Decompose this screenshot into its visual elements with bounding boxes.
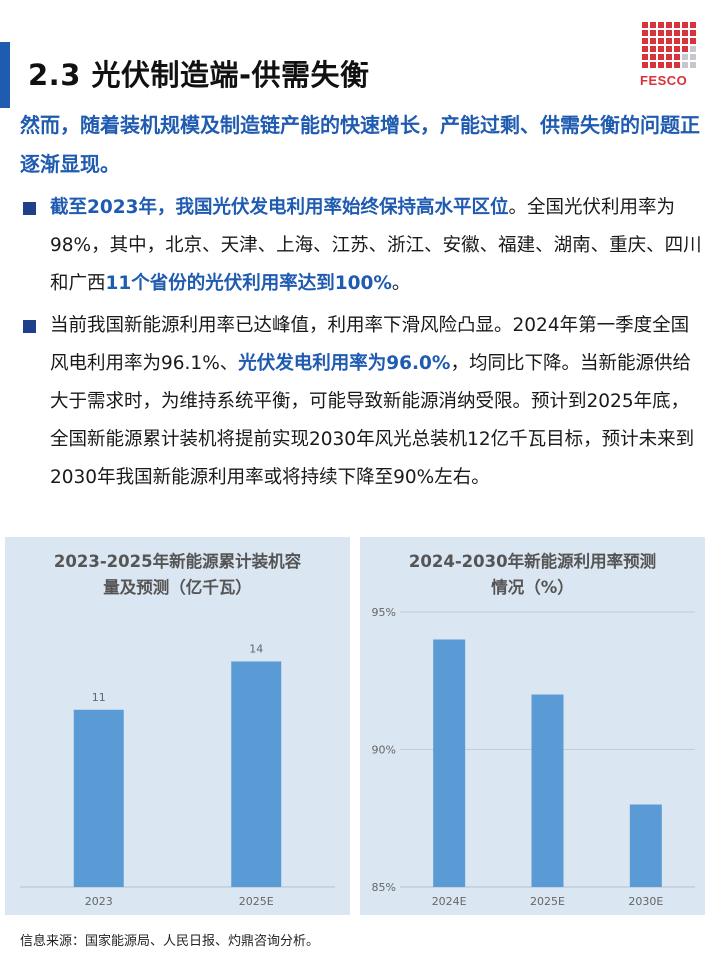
- logo-tile: [650, 38, 656, 44]
- bar: [231, 661, 282, 887]
- logo-tile: [690, 62, 696, 68]
- logo-tile: [690, 30, 696, 36]
- logo-tile: [658, 30, 664, 36]
- bullet-item-utilization-decline: 当前我国新能源利用率已达峰值，利用率下滑风险凸显。2024年第一季度全国风电利用…: [20, 307, 704, 497]
- chart-title-line: 2024-2030年新能源利用率预测: [408, 552, 657, 571]
- bullet-text: 截至2023年，我国光伏发电利用率始终保持高水平区位。全国光伏利用率为98%，其…: [50, 189, 704, 303]
- body-text: 。: [391, 273, 411, 294]
- chart-panel-utilization-forecast: 2024-2030年新能源利用率预测 情况（%） 85% 90% 95% 2024E 2…: [360, 537, 705, 915]
- source-note: 信息来源：国家能源局、人民日报、灼鼎咨询分析。: [20, 934, 320, 949]
- logo-tile: [642, 62, 648, 68]
- logo-tile: [682, 30, 688, 36]
- highlight-text: 截至2023年，我国光伏发电利用率始终保持高水平区位: [50, 197, 509, 218]
- capacity-bar-chart: 11 2023 14 2025E: [20, 642, 335, 908]
- data-label: 11: [92, 691, 106, 704]
- x-tick-label: 2030E: [628, 895, 663, 908]
- utilization-bar-chart: 85% 90% 95% 2024E 2025E 2030E: [372, 606, 695, 908]
- logo-tile: [674, 54, 680, 60]
- logo-tile: [674, 38, 680, 44]
- logo-tile: [674, 62, 680, 68]
- body-text: 当前我国新能源利用率已达峰值，利用率下滑风险凸显。2024年第一季度全国风电利用…: [50, 315, 690, 374]
- logo-tile: [666, 30, 672, 36]
- logo-tile: [658, 38, 664, 44]
- logo-tile: [650, 62, 656, 68]
- lead-paragraph: 然而，随着装机规模及制造链产能的快速增长，产能过剩、供需失衡的问题正逐渐显现。: [20, 113, 700, 176]
- highlight-text: 光伏发电利用率为96.0%: [238, 353, 451, 374]
- logo-tile: [666, 38, 672, 44]
- logo-tile: [650, 54, 656, 60]
- logo-tile: [682, 22, 688, 28]
- logo-tile: [650, 46, 656, 52]
- x-tick-label: 2023: [85, 895, 113, 908]
- chart-title-line: 量及预测（亿千瓦）: [103, 578, 252, 597]
- logo-tile: [658, 54, 664, 60]
- body-text: 。全国光伏利用率为98%，其中，北京、天津、上海、江苏、浙江、安徽、福建、湖南、…: [50, 197, 702, 294]
- chart-title: 2023-2025年新能源累计装机容 量及预测（亿千瓦）: [5, 549, 350, 601]
- x-tick-label: 2025E: [530, 895, 565, 908]
- logo-tile: [682, 46, 688, 52]
- y-tick-label: 85%: [372, 881, 396, 894]
- x-tick-label: 2024E: [432, 895, 467, 908]
- logo-tile: [674, 30, 680, 36]
- page-title: 2.3 光伏制造端-供需失衡: [28, 58, 370, 92]
- logo-tile: [642, 22, 648, 28]
- y-tick-label: 95%: [372, 606, 396, 619]
- logo-tile: [674, 22, 680, 28]
- chart-panel-installed-capacity: 2023-2025年新能源累计装机容 量及预测（亿千瓦） 11 2023 14 202…: [5, 537, 350, 915]
- logo-tile: [666, 62, 672, 68]
- logo-text: FESCO: [640, 73, 688, 88]
- bar: [73, 709, 124, 887]
- logo-tile: [690, 46, 696, 52]
- data-label: 14: [249, 642, 263, 655]
- logo-tile: [650, 30, 656, 36]
- chart-title: 2024-2030年新能源利用率预测 情况（%）: [360, 549, 705, 601]
- chart-title-line: 2023-2025年新能源累计装机容: [53, 552, 302, 571]
- logo-tile: [682, 54, 688, 60]
- logo-tile: [642, 30, 648, 36]
- logo-tile: [642, 46, 648, 52]
- logo-tile: [666, 22, 672, 28]
- bullet-item-utilization-2023: 截至2023年，我国光伏发电利用率始终保持高水平区位。全国光伏利用率为98%，其…: [20, 189, 704, 303]
- bar: [531, 694, 564, 887]
- bar: [433, 639, 466, 887]
- x-tick-label: 2025E: [239, 895, 274, 908]
- logo-tile: [690, 22, 696, 28]
- logo-tile: [666, 46, 672, 52]
- logo-tile: [650, 22, 656, 28]
- logo-tile: [658, 46, 664, 52]
- logo-tile: [674, 46, 680, 52]
- logo-tile: [658, 22, 664, 28]
- logo-mark-icon: [642, 22, 696, 68]
- title-accent-bar: [0, 42, 10, 108]
- logo-tile: [666, 54, 672, 60]
- fesco-logo: FESCO: [640, 22, 696, 88]
- logo-tile: [690, 54, 696, 60]
- chart-title-line: 情况（%）: [491, 578, 574, 597]
- square-bullet-icon: [23, 202, 36, 215]
- y-tick-label: 90%: [372, 744, 396, 757]
- bar: [629, 804, 662, 887]
- bullet-text: 当前我国新能源利用率已达峰值，利用率下滑风险凸显。2024年第一季度全国风电利用…: [50, 307, 704, 497]
- highlight-text: 11个省份的光伏利用率达到100%: [105, 273, 392, 294]
- square-bullet-icon: [23, 320, 36, 333]
- logo-tile: [642, 38, 648, 44]
- logo-tile: [682, 38, 688, 44]
- logo-tile: [658, 62, 664, 68]
- logo-tile: [682, 62, 688, 68]
- logo-tile: [690, 38, 696, 44]
- logo-tile: [642, 54, 648, 60]
- body-text: ，均同比下降。当新能源供给大于需求时，为维持系统平衡，可能导致新能源消纳受限。预…: [50, 353, 695, 488]
